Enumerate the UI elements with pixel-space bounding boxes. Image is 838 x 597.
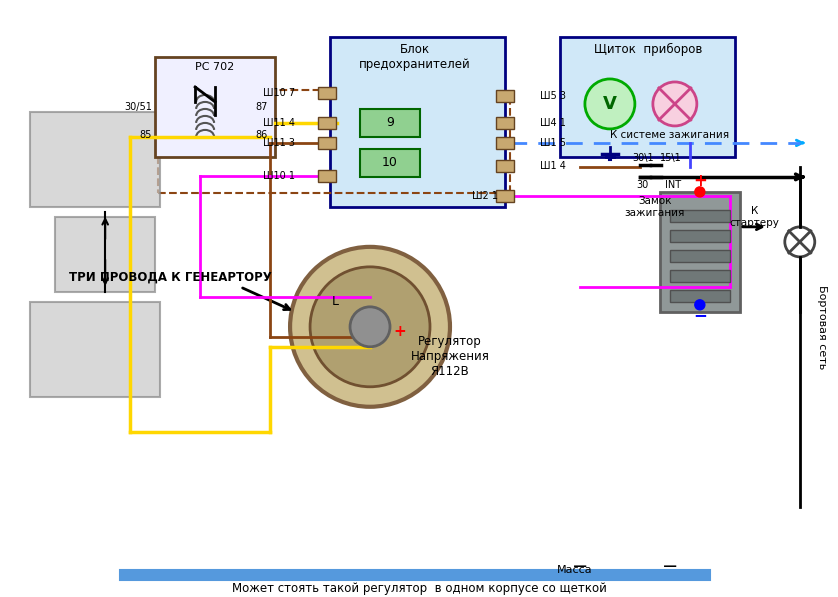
- FancyBboxPatch shape: [496, 190, 514, 202]
- Circle shape: [695, 300, 705, 310]
- Circle shape: [695, 187, 705, 197]
- Text: Регулятор
Напряжения
Я112В: Регулятор Напряжения Я112В: [411, 336, 489, 378]
- Text: 10: 10: [382, 156, 398, 170]
- Text: Блок
предохранителей: Блок предохранителей: [360, 43, 471, 71]
- Text: К системе зажигания: К системе зажигания: [610, 130, 729, 140]
- Circle shape: [310, 267, 430, 387]
- Circle shape: [785, 227, 815, 257]
- Circle shape: [653, 82, 697, 126]
- Circle shape: [585, 79, 635, 129]
- FancyBboxPatch shape: [670, 290, 730, 302]
- Text: 86: 86: [255, 130, 267, 140]
- Text: 30: 30: [637, 180, 649, 190]
- FancyBboxPatch shape: [670, 250, 730, 262]
- Text: РС 702: РС 702: [195, 62, 235, 72]
- Text: Ш11 4: Ш11 4: [263, 118, 295, 128]
- Text: Ш10 7: Ш10 7: [263, 88, 295, 98]
- Text: Ш5 3: Ш5 3: [540, 91, 566, 101]
- Text: L: L: [332, 296, 339, 308]
- Text: 30/51: 30/51: [124, 102, 153, 112]
- FancyBboxPatch shape: [670, 210, 730, 222]
- Circle shape: [290, 247, 450, 407]
- FancyBboxPatch shape: [360, 149, 420, 177]
- FancyBboxPatch shape: [318, 137, 336, 149]
- Text: 9: 9: [386, 116, 394, 130]
- Text: −: −: [693, 306, 706, 324]
- Text: Ш1 4: Ш1 4: [540, 161, 566, 171]
- FancyBboxPatch shape: [155, 57, 275, 157]
- Text: ТРИ ПРОВОДА К ГЕНЕАРТОРУ: ТРИ ПРОВОДА К ГЕНЕАРТОРУ: [69, 270, 272, 284]
- FancyBboxPatch shape: [330, 37, 505, 207]
- FancyBboxPatch shape: [670, 270, 730, 282]
- Text: К
стартеру: К стартеру: [730, 206, 779, 227]
- Text: V: V: [603, 95, 617, 113]
- FancyBboxPatch shape: [670, 230, 730, 242]
- Text: Замок
зажигания: Замок зажигания: [624, 196, 685, 218]
- Text: 15\1: 15\1: [660, 153, 682, 163]
- FancyBboxPatch shape: [496, 117, 514, 129]
- FancyBboxPatch shape: [30, 302, 160, 397]
- Text: −: −: [662, 557, 678, 576]
- FancyBboxPatch shape: [360, 109, 420, 137]
- FancyBboxPatch shape: [660, 192, 740, 312]
- Text: −: −: [572, 557, 588, 576]
- Text: Ш4 1: Ш4 1: [540, 118, 566, 128]
- FancyBboxPatch shape: [120, 570, 710, 580]
- Circle shape: [350, 307, 390, 347]
- Text: +: +: [693, 172, 706, 190]
- FancyBboxPatch shape: [55, 217, 155, 292]
- Text: Масса: Масса: [557, 565, 592, 575]
- FancyBboxPatch shape: [318, 87, 336, 99]
- Text: Щиток  приборов: Щиток приборов: [593, 42, 702, 56]
- Text: Ш1 5: Ш1 5: [540, 138, 566, 148]
- Text: Ш10 1: Ш10 1: [263, 171, 295, 181]
- Text: INT: INT: [665, 180, 681, 190]
- Text: Ш11 3: Ш11 3: [263, 138, 295, 148]
- Text: Может стоять такой регулятор  в одном корпусе со щеткой: Может стоять такой регулятор в одном кор…: [231, 582, 607, 595]
- FancyBboxPatch shape: [496, 137, 514, 149]
- Text: 87: 87: [255, 102, 267, 112]
- Text: Ш2 1: Ш2 1: [472, 191, 498, 201]
- FancyBboxPatch shape: [30, 112, 160, 207]
- FancyBboxPatch shape: [560, 37, 735, 157]
- Text: 30\1: 30\1: [632, 153, 654, 163]
- Text: 85: 85: [140, 130, 153, 140]
- FancyBboxPatch shape: [496, 90, 514, 102]
- FancyBboxPatch shape: [496, 160, 514, 172]
- Text: +: +: [394, 324, 406, 339]
- FancyBboxPatch shape: [318, 117, 336, 129]
- FancyBboxPatch shape: [318, 170, 336, 182]
- Text: Бортовая сеть: Бортовая сеть: [817, 285, 827, 369]
